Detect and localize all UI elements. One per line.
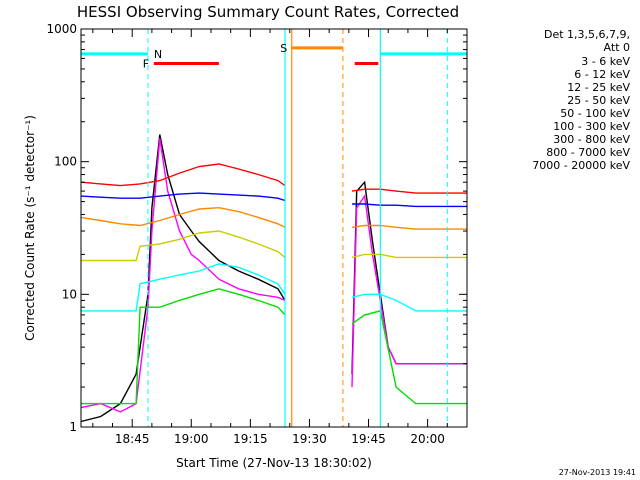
legend-entry-3-6-kev-kev: 3 - 6 keV — [581, 55, 630, 68]
legend-entry-300-800-kev-kev: 300 - 800 keV — [553, 133, 630, 146]
axes: 18:45 19:00 19:15 19:30 19:45 20:00 1 10 100 1000 — [46, 22, 468, 446]
series-line-100-300-kev-kev — [80, 206, 467, 230]
series-line-50-100-kev-kev — [81, 230, 467, 262]
plot-area: NF S — [80, 29, 467, 427]
x-tick-label: 18:45 — [115, 432, 150, 446]
series-line-800-7000-kev-kev — [80, 163, 467, 194]
legend-header-line-1: Det 1,3,5,6,7,9, — [544, 28, 630, 41]
x-tick-label: 19:30 — [292, 432, 327, 446]
chart-title: HESSI Observing Summary Count Rates, Cor… — [77, 3, 459, 21]
y-axis-label: Corrected Count Rate (s⁻¹ detector⁻¹) — [23, 115, 37, 341]
plot-frame — [80, 28, 468, 428]
footer-timestamp: 27-Nov-2013 19:41 — [559, 468, 636, 477]
x-axis-label: Start Time (27-Nov-13 18:30:02) — [176, 456, 372, 470]
legend-entry-7000-20000-kev-kev: 7000 - 20000 keV — [532, 159, 630, 172]
legend-entry-25-50-kev-kev: 25 - 50 keV — [567, 94, 630, 107]
flare-bar-label: F — [143, 57, 149, 70]
y-tick-label: 100 — [54, 155, 77, 169]
x-tick-label: 19:15 — [233, 432, 268, 446]
legend-entry-100-300-kev-kev: 100 - 300 keV — [553, 120, 630, 133]
legend-entry-6-12-kev-kev: 6 - 12 keV — [574, 68, 630, 81]
y-tick-label: 1 — [69, 420, 77, 434]
series-line-300-800-kev-kev — [80, 192, 467, 208]
series-line-25-50-kev-kev — [81, 263, 467, 312]
legend-header-line-2: Att 0 — [604, 41, 630, 54]
legend-entry-50-100-kev-kev: 50 - 100 keV — [560, 107, 630, 120]
saa-bar-label: S — [280, 42, 287, 55]
y-tick-label: 10 — [62, 287, 77, 301]
series-line-12-25-kev-kev — [81, 288, 467, 405]
night-bar-label: N — [154, 48, 162, 61]
legend-entry-800-7000-kev-kev: 800 - 7000 keV — [546, 146, 630, 159]
x-tick-label: 19:45 — [351, 432, 386, 446]
x-tick-label: 20:00 — [410, 432, 445, 446]
y-tick-label: 1000 — [46, 22, 77, 36]
legend-entry-12-25-kev-kev: 12 - 25 keV — [567, 81, 630, 94]
x-tick-label: 19:00 — [174, 432, 209, 446]
